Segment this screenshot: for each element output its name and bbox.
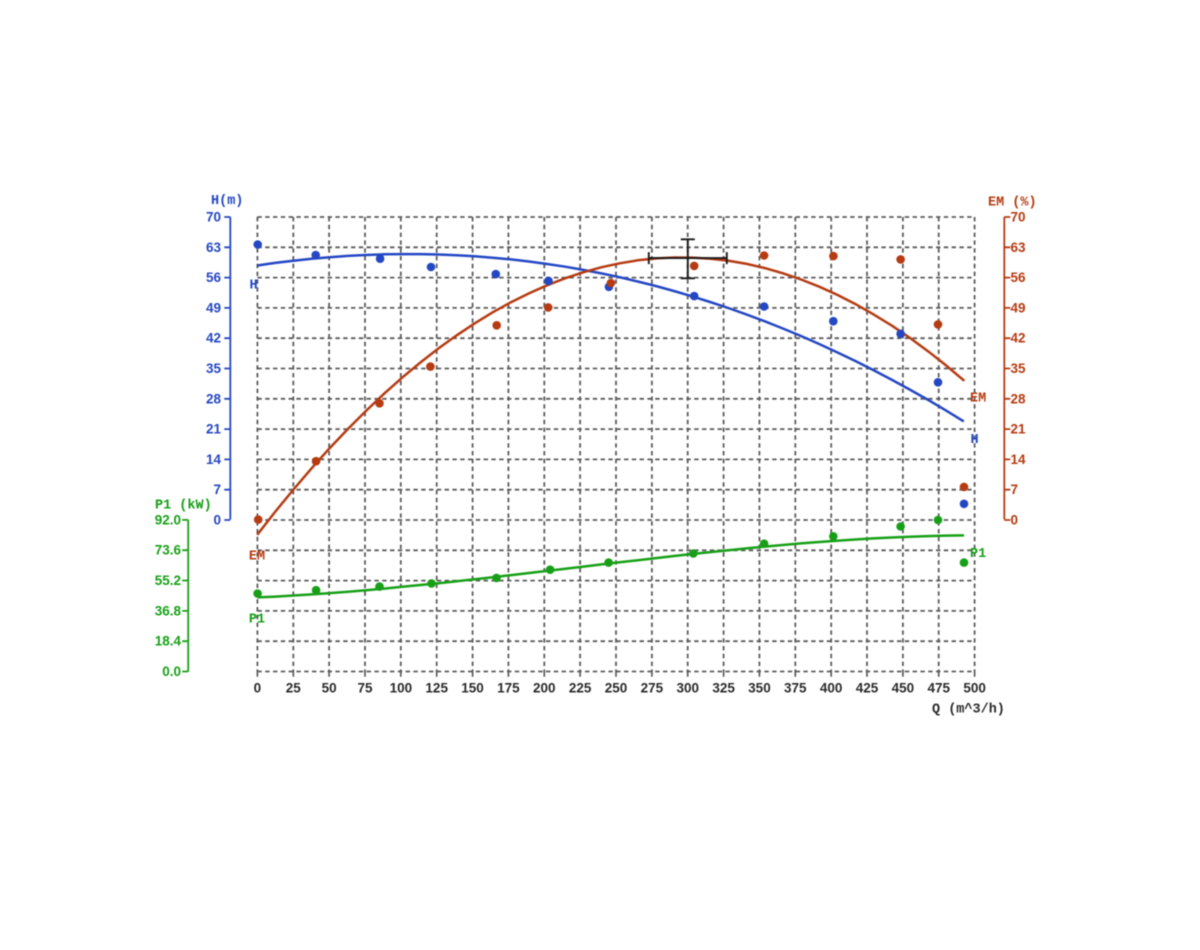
svg-text:55.2: 55.2	[155, 573, 181, 588]
svg-text:100: 100	[390, 681, 413, 696]
svg-text:0.0: 0.0	[162, 664, 181, 679]
svg-text:500: 500	[963, 681, 986, 696]
svg-text:250: 250	[605, 681, 628, 696]
svg-text:175: 175	[497, 681, 520, 696]
svg-text:375: 375	[784, 681, 807, 696]
svg-text:36.8: 36.8	[155, 603, 182, 618]
svg-text:73.6: 73.6	[155, 543, 182, 558]
svg-text:92.0: 92.0	[155, 512, 181, 527]
svg-text:35: 35	[206, 361, 222, 376]
svg-text:350: 350	[748, 681, 771, 696]
svg-text:35: 35	[1011, 361, 1027, 376]
svg-text:150: 150	[461, 681, 484, 696]
svg-text:42: 42	[206, 331, 221, 346]
svg-text:21: 21	[206, 422, 222, 437]
svg-text:EM: EM	[249, 550, 265, 565]
svg-text:EM: EM	[970, 392, 986, 407]
svg-text:7: 7	[1011, 482, 1019, 497]
svg-text:0: 0	[1011, 513, 1019, 528]
svg-text:42: 42	[1011, 331, 1026, 346]
svg-text:63: 63	[1011, 240, 1027, 255]
svg-text:18.4: 18.4	[155, 634, 182, 649]
svg-text:56: 56	[206, 270, 222, 285]
svg-text:400: 400	[820, 681, 843, 696]
svg-text:325: 325	[712, 681, 735, 696]
svg-text:425: 425	[856, 681, 879, 696]
svg-text:125: 125	[425, 681, 448, 696]
svg-text:21: 21	[1011, 422, 1027, 437]
svg-text:475: 475	[927, 681, 950, 696]
svg-text:450: 450	[892, 681, 915, 696]
svg-text:H: H	[971, 433, 979, 448]
svg-text:14: 14	[1011, 452, 1027, 467]
svg-text:70: 70	[1011, 210, 1026, 225]
svg-text:7: 7	[213, 482, 221, 497]
svg-text:H: H	[250, 279, 258, 294]
svg-text:56: 56	[1011, 270, 1027, 285]
svg-text:0: 0	[254, 681, 262, 696]
svg-text:63: 63	[206, 240, 222, 255]
svg-text:50: 50	[322, 681, 337, 696]
svg-text:275: 275	[641, 681, 664, 696]
svg-text:28: 28	[1011, 391, 1027, 406]
svg-text:25: 25	[286, 681, 302, 696]
svg-text:49: 49	[1011, 300, 1026, 315]
svg-text:P1 (kW): P1 (kW)	[155, 499, 212, 514]
svg-text:300: 300	[676, 681, 699, 696]
svg-text:49: 49	[206, 300, 221, 315]
svg-text:200: 200	[533, 681, 556, 696]
svg-text:EM (%): EM (%)	[988, 196, 1037, 211]
svg-text:P1: P1	[970, 547, 986, 562]
svg-text:70: 70	[206, 210, 221, 225]
svg-text:P1: P1	[249, 613, 265, 628]
svg-text:225: 225	[569, 681, 592, 696]
svg-text:14: 14	[206, 452, 222, 467]
svg-text:H(m): H(m)	[211, 194, 243, 209]
svg-text:0: 0	[213, 513, 221, 528]
svg-text:Q (m^3/h): Q (m^3/h)	[932, 703, 1005, 718]
svg-text:28: 28	[206, 391, 222, 406]
svg-text:75: 75	[357, 681, 373, 696]
